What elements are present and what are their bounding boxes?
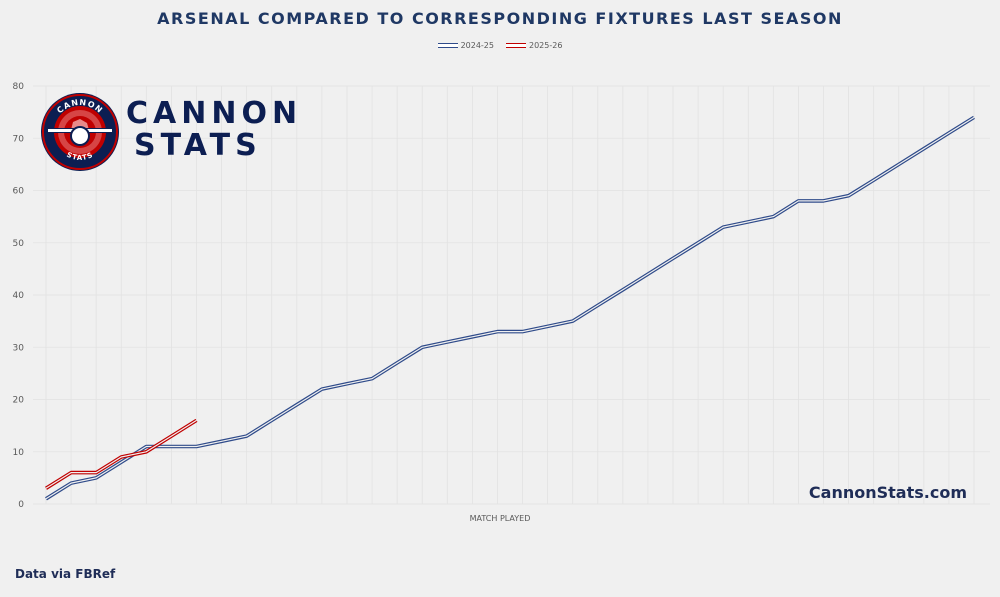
- legend-swatch-2025-26: [506, 43, 526, 48]
- brand-wordmark-line1: CANNON: [126, 96, 303, 131]
- chart-title: ARSENAL COMPARED TO CORRESPONDING FIXTUR…: [157, 9, 843, 28]
- legend-entry-2024-25: 2024-25: [437, 41, 494, 50]
- y-tick-label: 50: [13, 239, 25, 249]
- series-line-2024-25: [45, 115, 975, 501]
- series-layer: [45, 115, 975, 501]
- site-url: CannonStats.com: [808, 483, 967, 502]
- legend-swatch-2024-25: [437, 43, 458, 48]
- cannon-stats-logo: CANNON STATS: [41, 93, 119, 171]
- series-2025-26: [45, 418, 198, 490]
- series-2024-25: [45, 115, 975, 501]
- logo-ring-bottom-text: STATS: [65, 151, 93, 162]
- brand-wordmark-line2: STATS: [134, 128, 262, 163]
- series-line-inner-2024-25: [45, 116, 975, 500]
- grid-layer: [33, 85, 990, 505]
- y-tick-label: 0: [18, 500, 24, 510]
- x-axis-title: MATCH PLAYED: [469, 514, 531, 523]
- legend-entry-2025-26: 2025-26: [506, 41, 562, 50]
- legend-label-2024-25: 2024-25: [460, 41, 494, 50]
- y-tick-label: 30: [13, 343, 25, 353]
- source-note: Data via FBRef: [15, 567, 116, 581]
- y-axis-ticks: 0 10 20 30 40 50 60 70 80: [13, 82, 25, 510]
- y-tick-label: 10: [13, 448, 25, 458]
- series-line-inner-2025-26: [45, 419, 197, 489]
- y-tick-label: 70: [13, 134, 25, 144]
- legend: 2024-25 2025-26: [0, 41, 1000, 50]
- y-tick-label: 60: [13, 187, 25, 197]
- legend-label-2025-26: 2025-26: [529, 41, 563, 50]
- y-tick-label: 20: [13, 396, 25, 406]
- y-tick-label: 40: [13, 291, 25, 301]
- y-tick-label: 80: [13, 82, 25, 92]
- svg-text:STATS: STATS: [65, 151, 94, 162]
